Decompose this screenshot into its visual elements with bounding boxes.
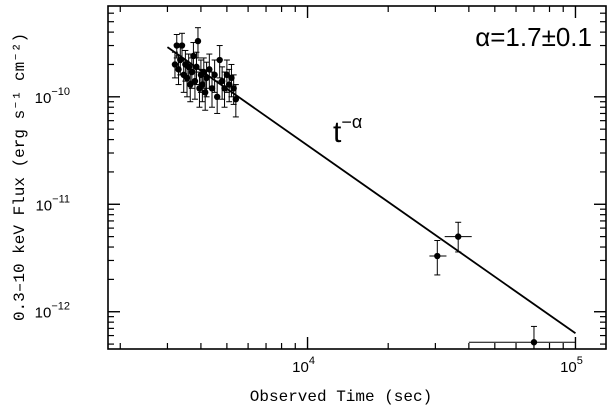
point-marker: [223, 71, 231, 79]
x-tick-label-base: 10: [292, 359, 309, 376]
data-point: [178, 32, 186, 61]
y-tick-label-exponent: −12: [51, 301, 70, 313]
data-point: [194, 27, 202, 59]
point-marker: [191, 77, 199, 85]
fit-result-annotation: α=1.7±0.1: [475, 22, 592, 52]
data-point: [171, 51, 179, 79]
point-marker: [206, 66, 213, 73]
data-point: [468, 325, 576, 350]
model-exponent: −α: [341, 112, 362, 132]
data-point: [185, 53, 192, 82]
point-marker: [225, 81, 233, 88]
point-marker: [218, 77, 226, 85]
point-marker: [199, 81, 206, 88]
point-marker: [230, 85, 237, 92]
data-point: [203, 61, 210, 98]
data-point: [213, 80, 221, 114]
data-point: [444, 221, 472, 253]
model-annotation: t−α: [333, 112, 362, 149]
point-marker: [216, 56, 223, 64]
point-marker: [221, 85, 228, 92]
point-marker: [203, 74, 210, 82]
point-marker: [200, 68, 207, 76]
point-marker: [228, 74, 235, 82]
point-marker: [171, 61, 179, 68]
y-tick-label-base: 10: [35, 197, 52, 214]
point-marker: [194, 37, 202, 45]
major-ticks: [108, 6, 606, 349]
point-marker: [434, 252, 441, 260]
point-marker: [185, 63, 192, 71]
point-marker: [201, 89, 209, 96]
point-marker: [193, 63, 200, 71]
y-tick-label-exponent: −11: [52, 193, 70, 205]
x-tick-label-exponent: 5: [577, 355, 583, 367]
data-point: [206, 53, 213, 89]
minor-ticks: [108, 6, 606, 349]
data-point: [211, 59, 218, 93]
point-marker: [178, 42, 186, 49]
point-marker: [208, 85, 216, 92]
point-marker: [232, 96, 240, 103]
y-tick-label-exponent: −10: [51, 86, 70, 98]
y-tick-label-base: 10: [35, 90, 52, 107]
y-tick-label: 10−10: [35, 86, 70, 107]
data-point: [429, 240, 447, 276]
y-tick-label: 10−11: [35, 193, 70, 214]
data-point: [228, 63, 235, 98]
point-marker: [454, 233, 462, 240]
data-points: [171, 27, 576, 350]
x-tick-label-exponent: 4: [309, 355, 315, 367]
data-point: [232, 84, 240, 118]
data-point: [200, 57, 207, 89]
y-axis-label: 0.3–10 keV Flux (erg s⁻¹ cm⁻²): [11, 33, 29, 321]
x-tick-label: 104: [292, 355, 315, 376]
model-base: t: [333, 116, 342, 149]
point-marker: [213, 93, 221, 101]
x-axis-label: Observed Time (sec): [250, 388, 432, 406]
x-tick-label-base: 10: [560, 359, 577, 376]
point-marker: [530, 339, 538, 346]
point-marker: [183, 74, 191, 82]
y-tick-label-base: 10: [35, 305, 52, 322]
y-tick-label: 10−12: [35, 301, 70, 322]
power-law-fit-line: [166, 46, 576, 335]
point-marker: [211, 71, 218, 79]
x-tick-label: 105: [560, 355, 583, 376]
plot-frame: [107, 5, 607, 350]
